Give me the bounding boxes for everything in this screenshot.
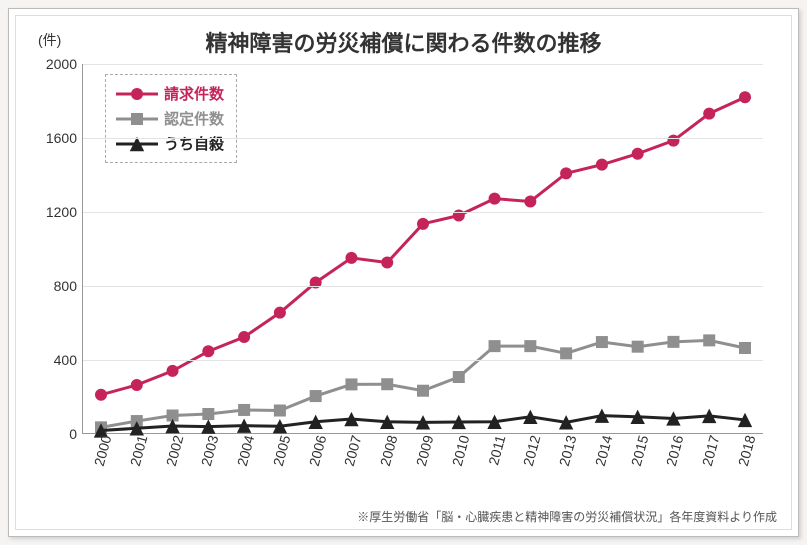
- grid-line: [83, 138, 763, 139]
- legend-label: 請求件数: [164, 83, 224, 104]
- series-marker-claims: [560, 167, 572, 179]
- grid-line: [83, 64, 763, 65]
- x-tick-label: 2001: [125, 433, 150, 468]
- series-marker-claims: [381, 257, 393, 269]
- x-tick-label: 2003: [196, 433, 221, 468]
- series-marker-approved: [489, 340, 501, 352]
- series-marker-approved: [453, 371, 465, 383]
- series-marker-approved: [417, 385, 429, 397]
- x-tick-label: 2012: [518, 433, 543, 468]
- chart-inner: (件) 精神障害の労災補償に関わる件数の推移 請求件数認定件数うち自殺 0 400…: [15, 15, 792, 530]
- series-marker-approved: [524, 340, 536, 352]
- chart-title: 精神障害の労災補償に関わる件数の推移: [34, 26, 773, 58]
- grid-line: [83, 286, 763, 287]
- x-tick-label: 2005: [268, 433, 293, 468]
- series-marker-claims: [202, 345, 214, 357]
- x-tick-label: 2000: [89, 433, 114, 468]
- y-tick-label: 800: [54, 278, 83, 294]
- series-marker-approved: [345, 378, 357, 390]
- series-marker-claims: [596, 159, 608, 171]
- series-marker-approved: [381, 378, 393, 390]
- chart-frame: (件) 精神障害の労災補償に関わる件数の推移 請求件数認定件数うち自殺 0 400…: [8, 8, 799, 537]
- legend-box: 請求件数認定件数うち自殺: [105, 74, 237, 163]
- series-marker-claims: [667, 135, 679, 147]
- series-marker-claims: [417, 218, 429, 230]
- series-marker-approved: [202, 408, 214, 420]
- legend-label: うち自殺: [164, 133, 224, 154]
- series-marker-approved: [274, 405, 286, 417]
- series-marker-claims: [489, 193, 501, 205]
- series-marker-approved: [310, 390, 322, 402]
- x-tick-label: 2002: [160, 433, 185, 468]
- series-marker-claims: [739, 91, 751, 103]
- x-tick-label: 2018: [733, 433, 758, 468]
- x-tick-label: 2016: [661, 433, 686, 468]
- y-tick-label: 400: [54, 352, 83, 368]
- x-tick-label: 2010: [447, 433, 472, 468]
- series-line-approved: [101, 340, 745, 427]
- legend-label: 認定件数: [164, 108, 224, 129]
- grid-line: [83, 212, 763, 213]
- series-marker-approved: [238, 404, 250, 416]
- grid-line: [83, 360, 763, 361]
- series-marker-claims: [274, 307, 286, 319]
- plot-region: 請求件数認定件数うち自殺 040080012001600200020002001…: [82, 64, 763, 434]
- legend-swatch-claims: [116, 87, 158, 101]
- series-marker-claims: [345, 252, 357, 264]
- y-unit-label: (件): [38, 30, 61, 50]
- legend-item-approved: 認定件数: [116, 106, 224, 131]
- y-tick-label: 1600: [46, 130, 83, 146]
- legend-swatch-approved: [116, 112, 158, 126]
- series-marker-claims: [524, 195, 536, 207]
- y-tick-label: 1200: [46, 204, 83, 220]
- x-tick-label: 2004: [232, 433, 257, 468]
- x-tick-label: 2008: [375, 433, 400, 468]
- series-marker-claims: [703, 108, 715, 120]
- x-tick-label: 2011: [483, 433, 508, 467]
- series-marker-approved: [596, 336, 608, 348]
- series-marker-claims: [632, 148, 644, 160]
- series-marker-approved: [632, 341, 644, 353]
- y-tick-label: 2000: [46, 56, 83, 72]
- series-marker-claims: [167, 365, 179, 377]
- series-marker-claims: [131, 379, 143, 391]
- x-tick-label: 2009: [411, 433, 436, 468]
- x-tick-label: 2014: [590, 433, 615, 468]
- series-marker-claims: [95, 389, 107, 401]
- series-marker-claims: [238, 331, 250, 343]
- chart-area: 請求件数認定件数うち自殺 040080012001600200020002001…: [82, 64, 763, 464]
- x-tick-label: 2006: [304, 433, 329, 468]
- x-tick-label: 2017: [697, 433, 722, 468]
- series-marker-approved: [560, 347, 572, 359]
- series-marker-approved: [667, 336, 679, 348]
- x-tick-label: 2015: [626, 433, 651, 468]
- x-tick-label: 2007: [339, 433, 364, 468]
- series-marker-approved: [703, 334, 715, 346]
- x-tick-label: 2013: [554, 433, 579, 468]
- source-footnote: ※厚生労働省「脳・心臓疾患と精神障害の労災補償状況」各年度資料より作成: [357, 508, 777, 525]
- y-tick-label: 0: [69, 426, 83, 442]
- series-marker-approved: [739, 342, 751, 354]
- legend-item-suicide: うち自殺: [116, 131, 224, 156]
- legend-item-claims: 請求件数: [116, 81, 224, 106]
